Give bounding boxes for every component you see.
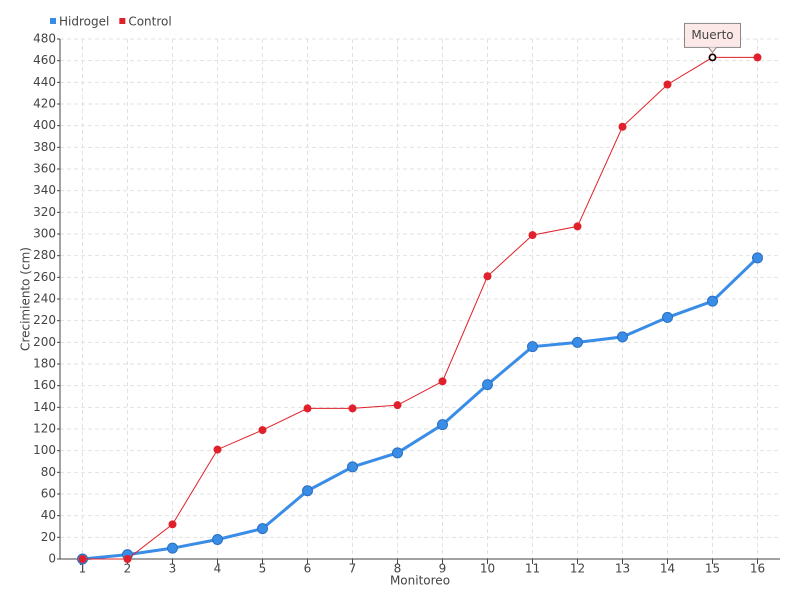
y-tick-label: 140 xyxy=(33,400,56,414)
y-tick-label: 380 xyxy=(33,140,56,154)
x-tick-label: 9 xyxy=(439,562,447,576)
data-point xyxy=(213,445,222,454)
x-tick-label: 3 xyxy=(169,562,177,576)
data-point xyxy=(78,555,87,563)
y-tick-label: 400 xyxy=(33,118,56,132)
y-tick-label: 160 xyxy=(33,378,56,392)
data-point xyxy=(662,311,673,323)
x-tick-label: 2 xyxy=(124,562,132,576)
data-point xyxy=(483,272,492,281)
series-line xyxy=(82,256,759,561)
data-point xyxy=(753,53,762,62)
y-tick-label: 320 xyxy=(33,205,56,219)
legend-swatch xyxy=(119,18,126,24)
data-point xyxy=(123,555,132,563)
data-point xyxy=(618,122,627,131)
data-point xyxy=(348,404,357,413)
x-tick-label: 10 xyxy=(480,562,495,576)
y-tick-label: 120 xyxy=(33,422,56,436)
data-point xyxy=(212,534,223,545)
data-point xyxy=(482,379,493,391)
data-point xyxy=(663,80,672,89)
y-tick-label: 240 xyxy=(33,292,56,306)
x-tick-label: 15 xyxy=(705,562,720,576)
y-tick-label: 340 xyxy=(33,183,56,197)
series-line xyxy=(82,56,758,560)
x-axis-label: Monitoreo xyxy=(390,574,450,588)
y-tick-label: 200 xyxy=(33,335,56,349)
data-point xyxy=(168,520,177,529)
annotation-box xyxy=(684,22,741,48)
y-tick-label: 100 xyxy=(33,443,56,457)
data-point xyxy=(438,377,447,386)
y-tick-label: 220 xyxy=(33,313,56,327)
y-tick-label: 420 xyxy=(33,97,56,111)
y-tick-label: 40 xyxy=(41,508,56,522)
x-tick-label: 1 xyxy=(79,562,87,576)
y-tick-label: 280 xyxy=(33,248,56,262)
data-point xyxy=(347,461,358,473)
y-tick-label: 460 xyxy=(33,53,56,67)
data-point xyxy=(572,336,583,348)
x-tick-label: 5 xyxy=(259,562,267,576)
annotation-text: Muerto xyxy=(691,28,733,42)
data-point xyxy=(573,222,582,231)
y-tick-label: 0 xyxy=(48,552,56,566)
data-point xyxy=(303,404,312,413)
y-tick-label: 480 xyxy=(33,32,56,46)
data-point xyxy=(707,295,718,307)
x-tick-label: 6 xyxy=(304,562,312,576)
x-tick-label: 11 xyxy=(525,562,540,576)
x-tick-label: 8 xyxy=(394,562,402,576)
y-axis-label: Crecimiento (cm) xyxy=(19,247,33,351)
legend-swatch xyxy=(50,18,56,24)
annotation-pointer xyxy=(708,47,717,54)
data-point xyxy=(752,252,763,264)
x-tick-label: 12 xyxy=(570,562,585,576)
data-point xyxy=(392,447,403,459)
x-tick-label: 13 xyxy=(615,562,630,576)
data-point xyxy=(437,419,448,431)
data-point xyxy=(528,231,537,240)
annotation: Muerto xyxy=(684,22,741,54)
y-tick-label: 260 xyxy=(33,270,56,284)
x-tick-label: 16 xyxy=(750,562,765,576)
data-point xyxy=(617,331,628,343)
data-point xyxy=(258,426,267,435)
legend-label: Hidrogel xyxy=(59,15,109,29)
data-point xyxy=(393,401,402,410)
data-point xyxy=(257,523,268,535)
y-tick-label: 80 xyxy=(41,465,56,479)
data-point xyxy=(302,485,313,497)
y-tick-label: 300 xyxy=(33,227,56,241)
y-tick-label: 60 xyxy=(41,487,56,501)
x-tick-label: 7 xyxy=(349,562,357,576)
data-point xyxy=(527,341,538,353)
y-tick-label: 180 xyxy=(33,357,56,371)
y-tick-label: 440 xyxy=(33,75,56,89)
y-tick-label: 20 xyxy=(41,530,56,544)
y-tick-label: 360 xyxy=(33,162,56,176)
annotation-marker xyxy=(708,53,717,62)
x-tick-label: 4 xyxy=(214,562,222,576)
data-point xyxy=(167,542,178,554)
x-tick-label: 14 xyxy=(660,562,675,576)
legend-label: Control xyxy=(128,15,171,29)
